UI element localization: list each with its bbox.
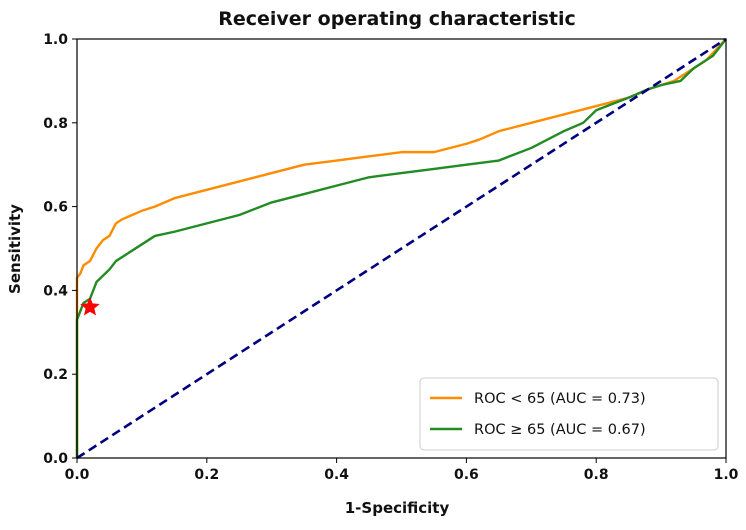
y-tick-label: 0.4 [43,283,68,299]
chart-title: Receiver operating characteristic [218,8,576,30]
y-axis-label: Sensitivity [6,204,24,294]
legend: ROC < 65 (AUC = 0.73) ROC ≥ 65 (AUC = 0.6… [419,377,719,451]
chance-diagonal-line [76,37,727,460]
legend-label-0: ROC < 65 (AUC = 0.73) [474,391,646,407]
x-tick-label: 1.0 [714,467,739,483]
y-tick-label: 0.2 [43,367,68,383]
y-tick-label: 0.6 [43,200,68,216]
plot-frame [76,38,727,459]
legend-box [419,377,719,451]
x-tick-label: 0.0 [65,467,90,483]
plot-area: 0.0 0.2 0.4 0.6 0.8 1.0 0.0 0.2 0.4 0.6 0.8 1.0 [43,32,738,483]
star-marker-0 [80,296,100,316]
y-tick-label: 0.0 [43,451,68,467]
y-tick-label: 0.8 [43,116,68,132]
x-tick-label: 0.2 [194,467,219,483]
x-tick-label: 0.8 [584,467,609,483]
legend-label-1: ROC ≥ 65 (AUC = 0.67) [474,422,646,438]
y-tick-label: 1.0 [43,32,68,48]
x-axis-label: 1-Specificity [345,499,450,517]
x-tick-label: 0.6 [454,467,479,483]
x-tick-label: 0.4 [324,467,349,483]
